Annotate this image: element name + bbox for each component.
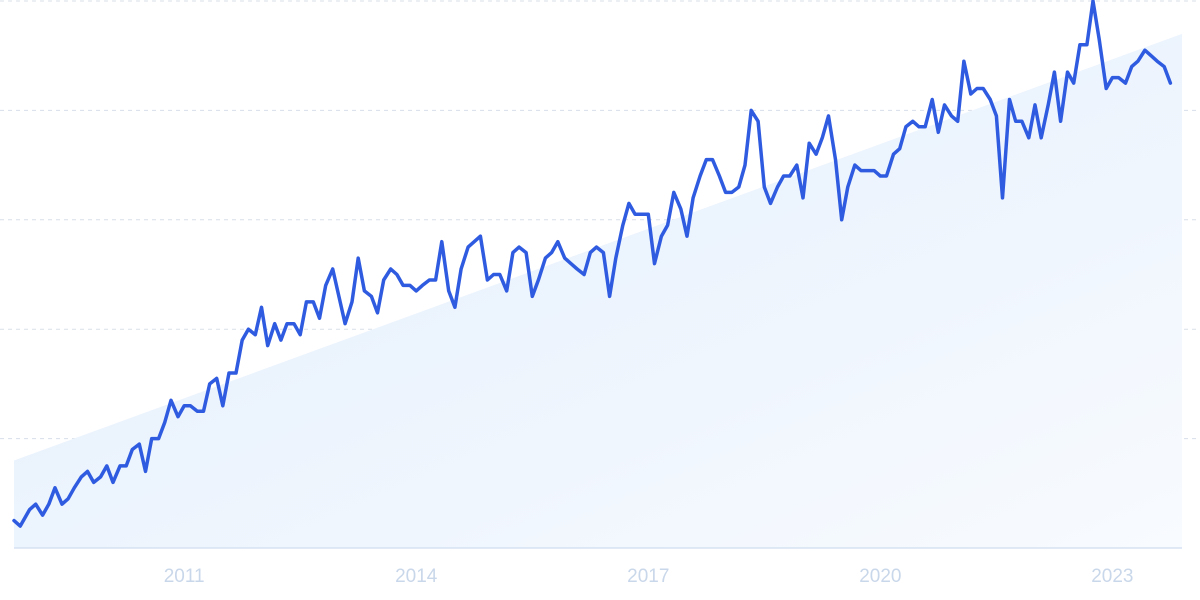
- x-tick-label: 2017: [627, 566, 669, 587]
- data-series: [12, 0, 1173, 528]
- x-tick-label: 2014: [395, 566, 438, 587]
- series-line: [12, 0, 1173, 528]
- trend-area: [14, 33, 1182, 548]
- x-tick-label: 2011: [164, 566, 205, 587]
- trend-area-fill: [14, 33, 1182, 548]
- x-axis-ticks: 2011 2014 2017 2020 2023: [164, 566, 1134, 587]
- x-tick-label: 2023: [1091, 566, 1133, 587]
- x-tick-label: 2020: [859, 566, 901, 587]
